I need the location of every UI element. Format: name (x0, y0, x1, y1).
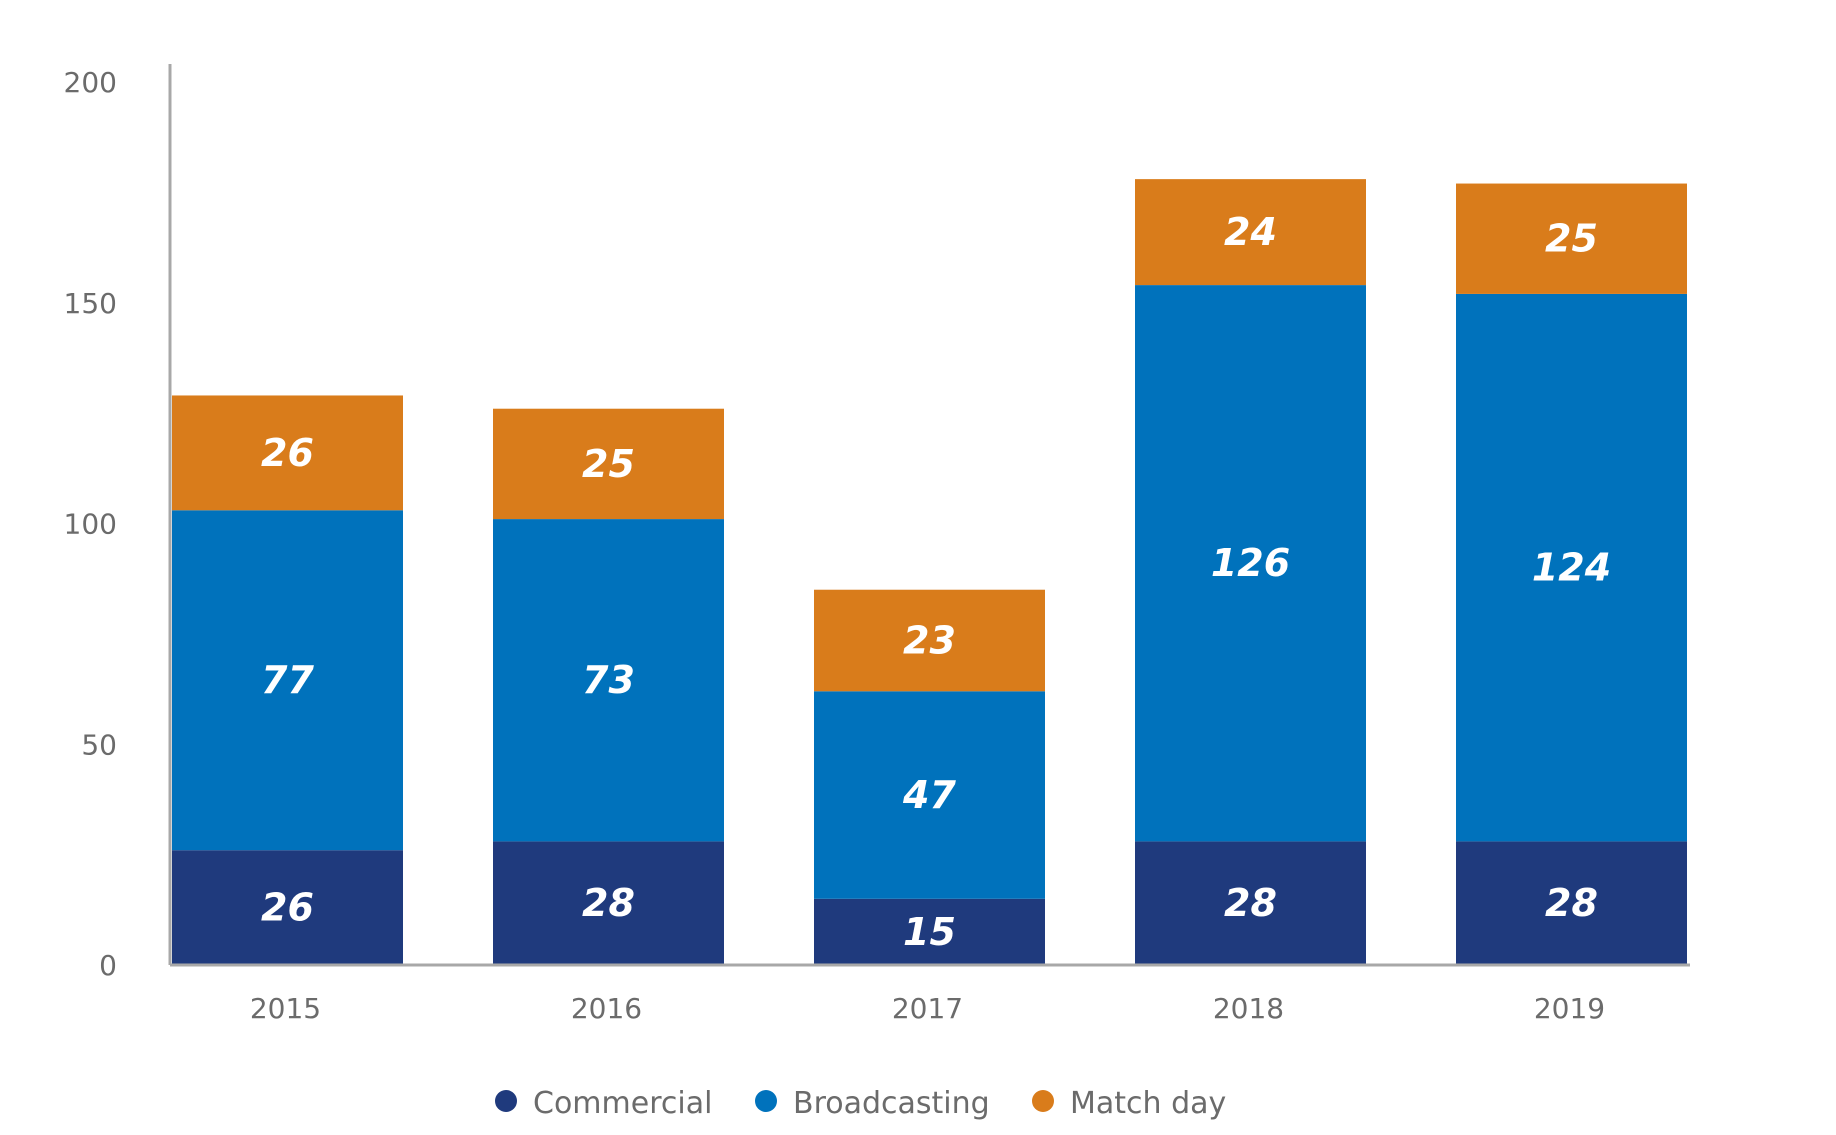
legend-label-match-day: Match day (1070, 1086, 1226, 1121)
bar-broadcasting-2016 (493, 519, 724, 842)
y-tick-label-100: 100 (64, 508, 117, 541)
data-label-broadcasting-2015: 77 (261, 658, 314, 702)
bar-broadcasting-2015 (172, 510, 403, 851)
data-label-commercial-2016: 28 (582, 881, 635, 925)
bars-layer (172, 179, 1687, 965)
x-tick-label-2019: 2019 (1534, 992, 1605, 1025)
bar-commercial-2015 (172, 850, 403, 965)
data-label-broadcasting-2019: 124 (1532, 546, 1611, 590)
bar-commercial-2019 (1456, 841, 1687, 965)
data-label-commercial-2018: 28 (1224, 881, 1277, 925)
bar-match-day-2019 (1456, 183, 1687, 294)
y-tick-label-200: 200 (64, 66, 117, 99)
data-label-match-day-2019: 25 (1545, 217, 1598, 261)
x-tick-label-2018: 2018 (1213, 992, 1284, 1025)
data-label-match-day-2015: 26 (261, 431, 314, 475)
data-label-commercial-2019: 28 (1545, 881, 1598, 925)
legend-marker-match-day (1032, 1090, 1054, 1112)
x-tick-label-2016: 2016 (571, 992, 642, 1025)
y-tick-label-150: 150 (64, 287, 117, 320)
bar-broadcasting-2019 (1456, 293, 1687, 842)
data-label-match-day-2018: 24 (1224, 210, 1277, 254)
data-label-commercial-2015: 26 (261, 886, 314, 930)
data-label-broadcasting-2017: 47 (902, 773, 956, 817)
bar-broadcasting-2018 (1135, 285, 1366, 842)
bar-match-day-2018 (1135, 179, 1366, 286)
legend-label-broadcasting: Broadcasting (793, 1086, 990, 1121)
labels-layer: 26 77 26 28 73 25 15 47 23 28 126 24 28 124 25 (261, 210, 1611, 954)
bar-broadcasting-2017 (814, 691, 1045, 899)
bar-match-day-2017 (814, 589, 1045, 692)
data-label-broadcasting-2018: 126 (1211, 541, 1290, 585)
legend-marker-commercial (495, 1090, 517, 1112)
bar-commercial-2017 (814, 898, 1045, 965)
x-tick-label-2015: 2015 (250, 992, 321, 1025)
data-label-match-day-2017: 23 (903, 618, 956, 662)
bar-commercial-2016 (493, 841, 724, 965)
axes-layer: 2015 2016 2017 2018 2019 0 50 100 150 200 (64, 64, 1690, 1025)
y-tick-label-50: 50 (81, 728, 117, 761)
legend-marker-broadcasting (755, 1090, 777, 1112)
data-label-commercial-2017: 15 (903, 910, 956, 954)
legend-label-commercial: Commercial (533, 1086, 712, 1121)
y-tick-label-0: 0 (99, 949, 117, 982)
bar-match-day-2016 (493, 408, 724, 520)
bar-match-day-2015 (172, 395, 403, 511)
x-tick-label-2017: 2017 (892, 992, 963, 1025)
data-label-match-day-2016: 25 (582, 442, 635, 486)
bar-commercial-2018 (1135, 841, 1366, 965)
data-label-broadcasting-2016: 73 (582, 658, 635, 702)
legend: Commercial Broadcasting Match day (495, 1086, 1226, 1121)
